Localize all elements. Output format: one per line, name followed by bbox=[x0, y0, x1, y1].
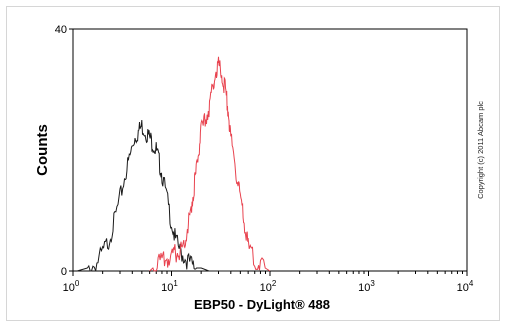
x-tick-label: 102 bbox=[260, 279, 277, 294]
copyright-notice: Copyright (c) 2011 Abcam plc bbox=[476, 101, 485, 199]
x-tick-label: 100 bbox=[63, 279, 80, 294]
series-line bbox=[76, 119, 231, 272]
x-tick-label: 104 bbox=[457, 279, 474, 294]
y-tick-label: 0 bbox=[61, 266, 67, 278]
y-tick-label: 40 bbox=[55, 24, 67, 36]
plot-area bbox=[72, 28, 468, 272]
series-group bbox=[76, 56, 271, 272]
chart-frame bbox=[6, 6, 500, 321]
y-axis-label: Counts bbox=[34, 124, 51, 176]
x-tick-label: 101 bbox=[161, 279, 178, 294]
x-axis-label: EBP50 - DyLight® 488 bbox=[194, 297, 330, 312]
series-line bbox=[149, 56, 271, 272]
x-tick-label: 103 bbox=[358, 279, 375, 294]
ticks-group: 0 40 100 101 102 103 104 bbox=[55, 24, 474, 294]
